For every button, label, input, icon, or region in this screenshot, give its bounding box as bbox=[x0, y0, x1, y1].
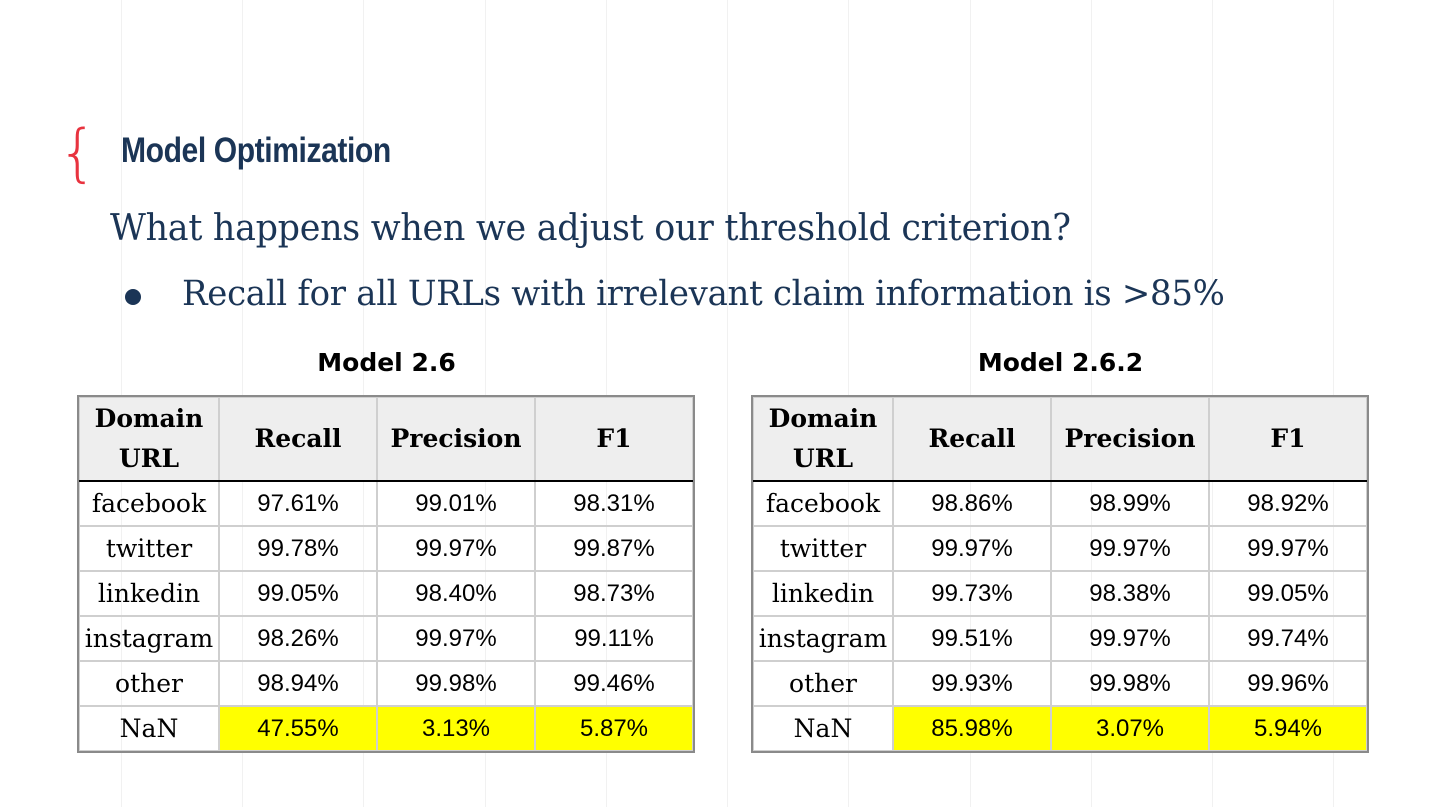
precision-cell: 98.38% bbox=[1050, 570, 1210, 617]
domain-cell: other bbox=[752, 660, 894, 707]
f1-cell: 5.94% bbox=[1208, 705, 1368, 752]
f1-cell: 99.96% bbox=[1208, 660, 1368, 707]
header-f1: F1 bbox=[534, 396, 694, 482]
precision-cell: 99.97% bbox=[376, 525, 536, 572]
precision-cell: 98.99% bbox=[1050, 480, 1210, 527]
recall-cell: 99.73% bbox=[892, 570, 1052, 617]
precision-cell: 99.01% bbox=[376, 480, 536, 527]
precision-cell: 99.98% bbox=[1050, 660, 1210, 707]
f1-cell: 99.87% bbox=[534, 525, 694, 572]
precision-cell: 98.40% bbox=[376, 570, 536, 617]
header-f1: F1 bbox=[1208, 396, 1368, 482]
f1-cell: 99.97% bbox=[1208, 525, 1368, 572]
metrics-table-model-2-6: Domain URL Recall Precision F1 facebook … bbox=[77, 395, 695, 753]
table-row-highlighted: NaN 47.55% 3.13% 5.87% bbox=[78, 705, 694, 752]
recall-cell: 99.93% bbox=[892, 660, 1052, 707]
domain-cell: instagram bbox=[752, 615, 894, 662]
recall-cell: 47.55% bbox=[218, 705, 378, 752]
domain-cell: instagram bbox=[78, 615, 220, 662]
table-row: instagram 98.26% 99.97% 99.11% bbox=[78, 615, 694, 662]
table-row: twitter 99.78% 99.97% 99.87% bbox=[78, 525, 694, 572]
f1-cell: 98.73% bbox=[534, 570, 694, 617]
precision-cell: 99.97% bbox=[376, 615, 536, 662]
recall-cell: 99.78% bbox=[218, 525, 378, 572]
f1-cell: 99.46% bbox=[534, 660, 694, 707]
table-title-model-2-6-2: Model 2.6.2 bbox=[977, 348, 1144, 377]
bullet-text: Recall for all URLs with irrelevant clai… bbox=[182, 274, 1225, 314]
recall-cell: 98.26% bbox=[218, 615, 378, 662]
metrics-table-model-2-6-2: Domain URL Recall Precision F1 facebook … bbox=[751, 395, 1369, 753]
brace-icon: { bbox=[58, 116, 98, 189]
table-row: twitter 99.97% 99.97% 99.97% bbox=[752, 525, 1368, 572]
f1-cell: 98.31% bbox=[534, 480, 694, 527]
domain-cell: NaN bbox=[752, 705, 894, 752]
table-row: instagram 99.51% 99.97% 99.74% bbox=[752, 615, 1368, 662]
domain-cell: twitter bbox=[752, 525, 894, 572]
f1-cell: 99.11% bbox=[534, 615, 694, 662]
gridline bbox=[727, 0, 728, 807]
header-domain-url: Domain URL bbox=[78, 396, 220, 482]
header-precision: Precision bbox=[376, 396, 536, 482]
domain-cell: facebook bbox=[78, 480, 220, 527]
domain-cell: other bbox=[78, 660, 220, 707]
recall-cell: 98.94% bbox=[218, 660, 378, 707]
bullet-icon bbox=[125, 289, 141, 305]
precision-cell: 3.13% bbox=[376, 705, 536, 752]
table-row: facebook 98.86% 98.99% 98.92% bbox=[752, 480, 1368, 527]
table-row: other 98.94% 99.98% 99.46% bbox=[78, 660, 694, 707]
recall-cell: 98.86% bbox=[892, 480, 1052, 527]
f1-cell: 5.87% bbox=[534, 705, 694, 752]
f1-cell: 98.92% bbox=[1208, 480, 1368, 527]
recall-cell: 85.98% bbox=[892, 705, 1052, 752]
precision-cell: 99.97% bbox=[1050, 615, 1210, 662]
domain-cell: facebook bbox=[752, 480, 894, 527]
slide-question: What happens when we adjust our threshol… bbox=[110, 208, 1071, 249]
header-recall: Recall bbox=[892, 396, 1052, 482]
f1-cell: 99.05% bbox=[1208, 570, 1368, 617]
table-row: linkedin 99.73% 98.38% 99.05% bbox=[752, 570, 1368, 617]
table-title-model-2-6: Model 2.6 bbox=[317, 348, 456, 377]
domain-cell: linkedin bbox=[752, 570, 894, 617]
header-precision: Precision bbox=[1050, 396, 1210, 482]
header-recall: Recall bbox=[218, 396, 378, 482]
precision-cell: 99.98% bbox=[376, 660, 536, 707]
recall-cell: 99.05% bbox=[218, 570, 378, 617]
precision-cell: 99.97% bbox=[1050, 525, 1210, 572]
table-row: linkedin 99.05% 98.40% 98.73% bbox=[78, 570, 694, 617]
f1-cell: 99.74% bbox=[1208, 615, 1368, 662]
recall-cell: 99.97% bbox=[892, 525, 1052, 572]
slide-title: Model Optimization bbox=[121, 131, 391, 170]
header-domain-url: Domain URL bbox=[752, 396, 894, 482]
recall-cell: 97.61% bbox=[218, 480, 378, 527]
table-row-highlighted: NaN 85.98% 3.07% 5.94% bbox=[752, 705, 1368, 752]
table-row: other 99.93% 99.98% 99.96% bbox=[752, 660, 1368, 707]
precision-cell: 3.07% bbox=[1050, 705, 1210, 752]
domain-cell: NaN bbox=[78, 705, 220, 752]
table-row: facebook 97.61% 99.01% 98.31% bbox=[78, 480, 694, 527]
domain-cell: linkedin bbox=[78, 570, 220, 617]
domain-cell: twitter bbox=[78, 525, 220, 572]
recall-cell: 99.51% bbox=[892, 615, 1052, 662]
